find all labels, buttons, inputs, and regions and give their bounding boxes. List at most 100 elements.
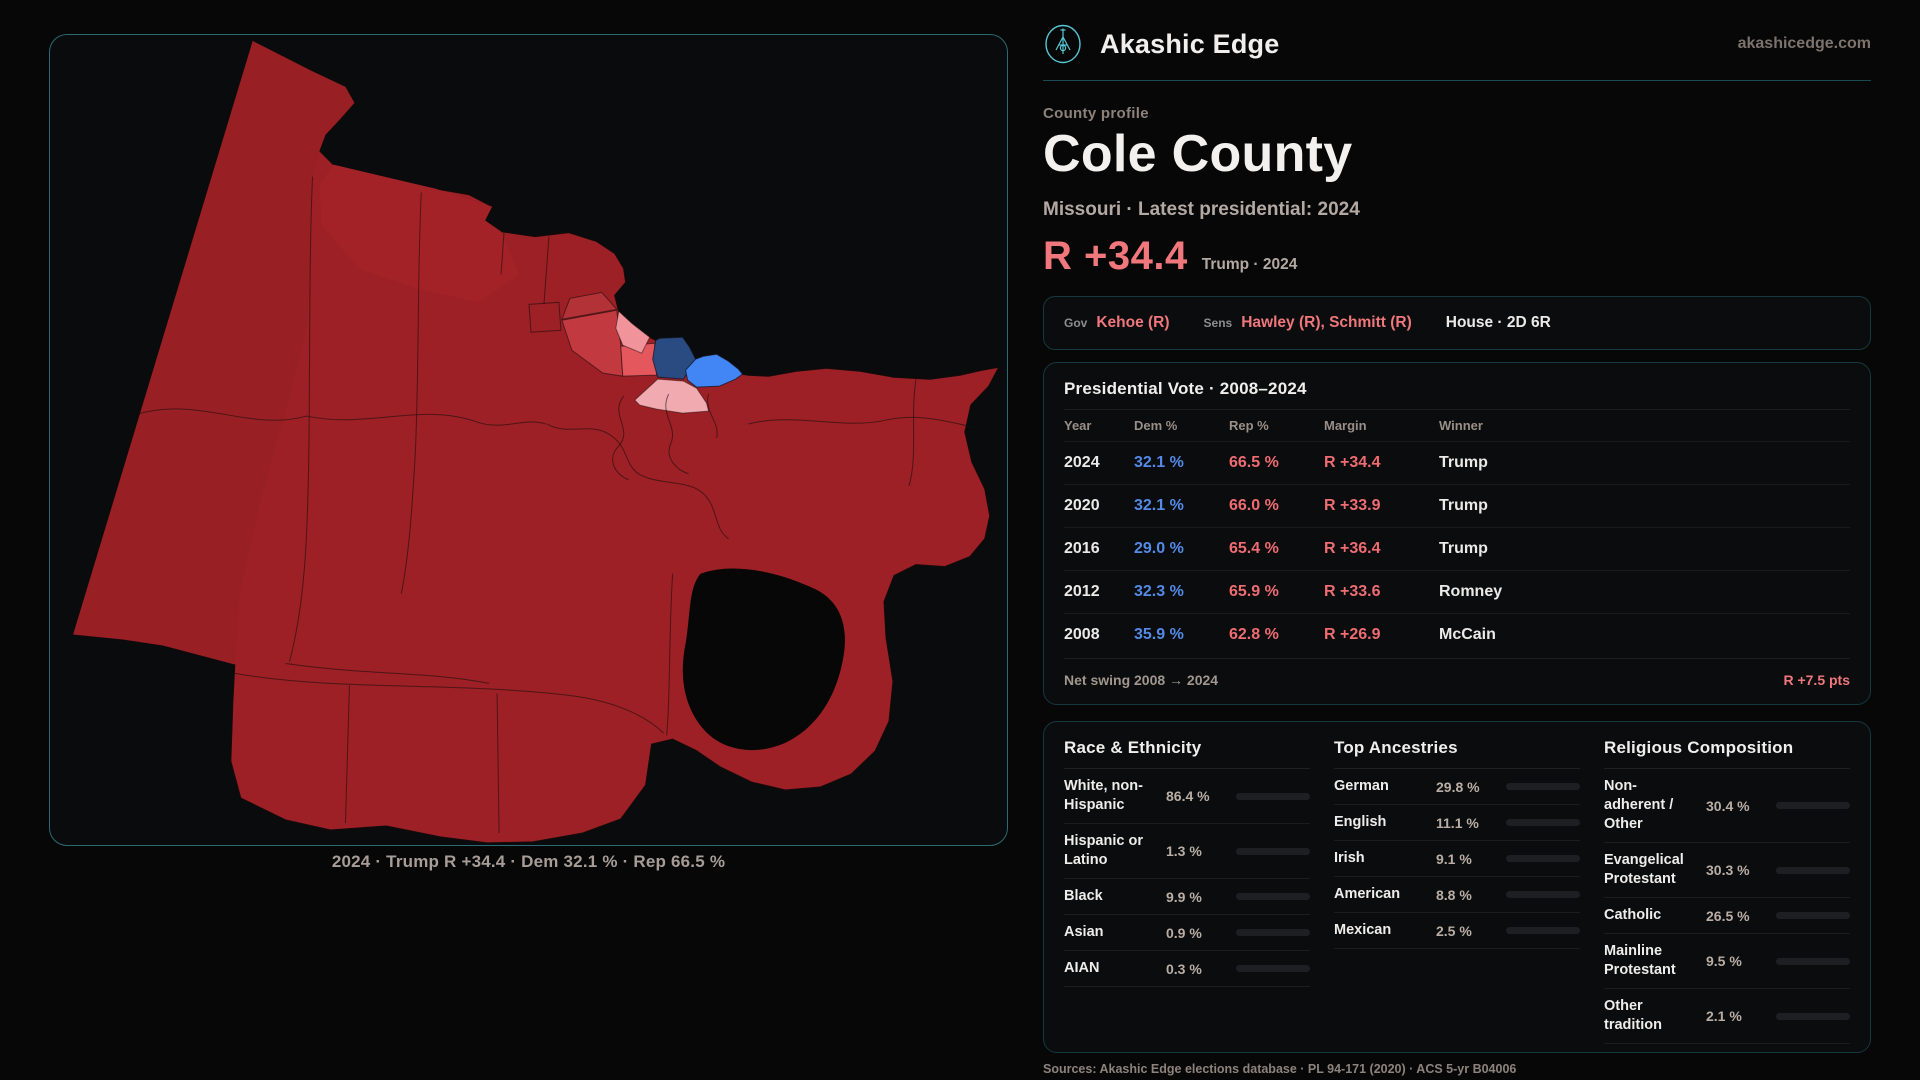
cell-year: 2008 [1064,626,1100,643]
table-row: 2016 29.0 % 65.4 % R +36.4 Trump [1064,527,1850,570]
stat-value: 30.4 % [1706,797,1750,814]
headline-margin-value: R +34.4 [1043,234,1188,278]
race-ethnicity-title: Race & Ethnicity [1064,738,1310,769]
precinct-west-shade [73,40,355,665]
akashic-edge-logo-icon [1045,24,1081,64]
table-row: 2008 35.9 % 62.8 % R +26.9 McCain [1064,613,1850,656]
stat-label: Catholic [1604,907,1662,923]
sources-block: Sources: Akashic Edge elections database… [1043,1061,1871,1080]
cell-rep-pct: 66.5 % [1229,454,1279,471]
stat-value: 0.9 % [1166,924,1202,941]
cell-dem-pct: 29.0 % [1134,540,1184,557]
stat-row: Black 9.9 % [1064,879,1310,915]
stat-label: English [1334,814,1387,830]
headline-margin-note: Trump · 2024 [1201,256,1298,273]
stat-label: Black [1064,888,1103,904]
headline-margin-row: R +34.4 Trump · 2024 [1043,234,1871,278]
precinct-light-pink [615,310,651,354]
officials-bar: Gov Kehoe (R) Sens Hawley (R), Schmitt (… [1043,296,1871,350]
cell-margin: R +36.4 [1324,540,1381,557]
county-precinct-map [72,40,1000,844]
cell-dem-pct: 32.1 % [1134,497,1184,514]
brand-header: Akashic Edge akashicedge.com [1043,24,1871,81]
religious-composition-column: Religious Composition Non-adherent / Oth… [1604,738,1850,1044]
stat-row: Irish 9.1 % [1334,841,1580,877]
top-ancestries-title: Top Ancestries [1334,738,1580,769]
cell-rep-pct: 65.9 % [1229,583,1279,600]
top-ancestries-column: Top Ancestries German 29.8 % English 11.… [1334,738,1580,949]
stat-label: Asian [1064,924,1104,940]
precinct-north-band [319,164,520,303]
map-caption: 2024 · Trump R +34.4 · Dem 32.1 % · Rep … [331,852,726,871]
stat-row: English 11.1 % [1334,805,1580,841]
cell-margin: R +34.4 [1324,454,1381,471]
sens-label: Sens [1203,316,1233,330]
precinct-boundaries [137,176,980,834]
brand-name: Akashic Edge [1100,28,1280,59]
stat-row: American 8.8 % [1334,877,1580,913]
stat-bar-track [1776,1012,1850,1020]
stat-value: 9.1 % [1436,850,1472,867]
stat-bar-track [1506,927,1580,934]
stat-bar-track [1776,912,1850,919]
stat-value: 2.5 % [1436,922,1472,939]
site-link[interactable]: akashicedge.com [1737,35,1871,52]
precinct-pale-pink [634,378,710,414]
stat-value: 86.4 % [1166,788,1210,804]
cell-rep-pct: 65.4 % [1229,540,1279,557]
stat-label: Evangelical Protestant [1604,852,1684,887]
net-swing-row: Net swing 2008 → 2024 R +7.5 pts [1064,658,1850,692]
table-row: 2020 32.1 % 66.0 % R +33.9 Trump [1064,484,1850,527]
stat-bar-track [1236,929,1310,936]
cell-year: 2012 [1064,583,1100,600]
stat-row: Non-adherent / Other 30.4 % [1604,769,1850,843]
stat-row: German 29.8 % [1334,769,1580,805]
stat-bar-track [1506,819,1580,826]
cell-year: 2020 [1064,497,1100,514]
stat-value: 8.8 % [1436,886,1472,903]
presidential-table-header: Year Dem % Rep % Margin Winner [1064,409,1850,441]
stat-bar-track [1506,783,1580,790]
stat-row: Mexican 2.5 % [1334,913,1580,949]
stat-label: AIAN [1064,960,1100,976]
stat-value: 29.8 % [1436,778,1480,795]
religious-composition-title: Religious Composition [1604,738,1850,769]
stat-label: German [1334,778,1389,794]
cell-winner: Romney [1439,583,1503,600]
cell-margin: R +33.9 [1324,497,1381,514]
net-swing-label: Net swing 2008 → 2024 [1064,672,1219,688]
table-row: 2012 32.3 % 65.9 % R +33.6 Romney [1064,570,1850,613]
stat-row: Mainline Protestant 9.5 % [1604,934,1850,989]
gov-label: Gov [1064,316,1088,330]
house-value: House · 2D 6R [1445,314,1551,331]
stat-row: Asian 0.9 % [1064,915,1310,951]
cell-year: 2016 [1064,540,1100,557]
cell-winner: Trump [1439,540,1488,557]
stat-bar-track [1776,957,1850,965]
stat-value: 11.1 % [1436,814,1479,831]
stat-bar-track [1776,866,1850,874]
net-swing-value: R +7.5 pts [1783,672,1850,688]
stat-value: 9.5 % [1706,953,1742,969]
stat-label: Irish [1334,850,1365,866]
cell-winner: McCain [1439,626,1496,643]
stat-row: Catholic 26.5 % [1604,898,1850,934]
county-map-card [49,34,1008,846]
presidential-table-body: 2024 32.1 % 66.5 % R +34.4 Trump 2020 32… [1064,441,1850,656]
stat-row: White, non-Hispanic 86.4 % [1064,769,1310,824]
stat-bar-track [1236,965,1310,972]
cell-year: 2024 [1064,454,1100,471]
eyebrow-label: County profile [1043,105,1149,122]
cell-dem-pct: 35.9 % [1134,626,1184,643]
stat-label: Mexican [1334,922,1392,938]
stat-bar-track [1506,855,1580,862]
stat-label: White, non-Hispanic [1064,778,1143,813]
table-column-header: Rep % [1229,418,1269,433]
cell-dem-pct: 32.1 % [1134,454,1184,471]
stat-bar-track [1506,891,1580,898]
stat-bar-track [1776,802,1850,809]
cell-margin: R +33.6 [1324,583,1381,600]
stat-label: Non-adherent / Other [1604,778,1674,832]
cell-winner: Trump [1439,497,1488,514]
